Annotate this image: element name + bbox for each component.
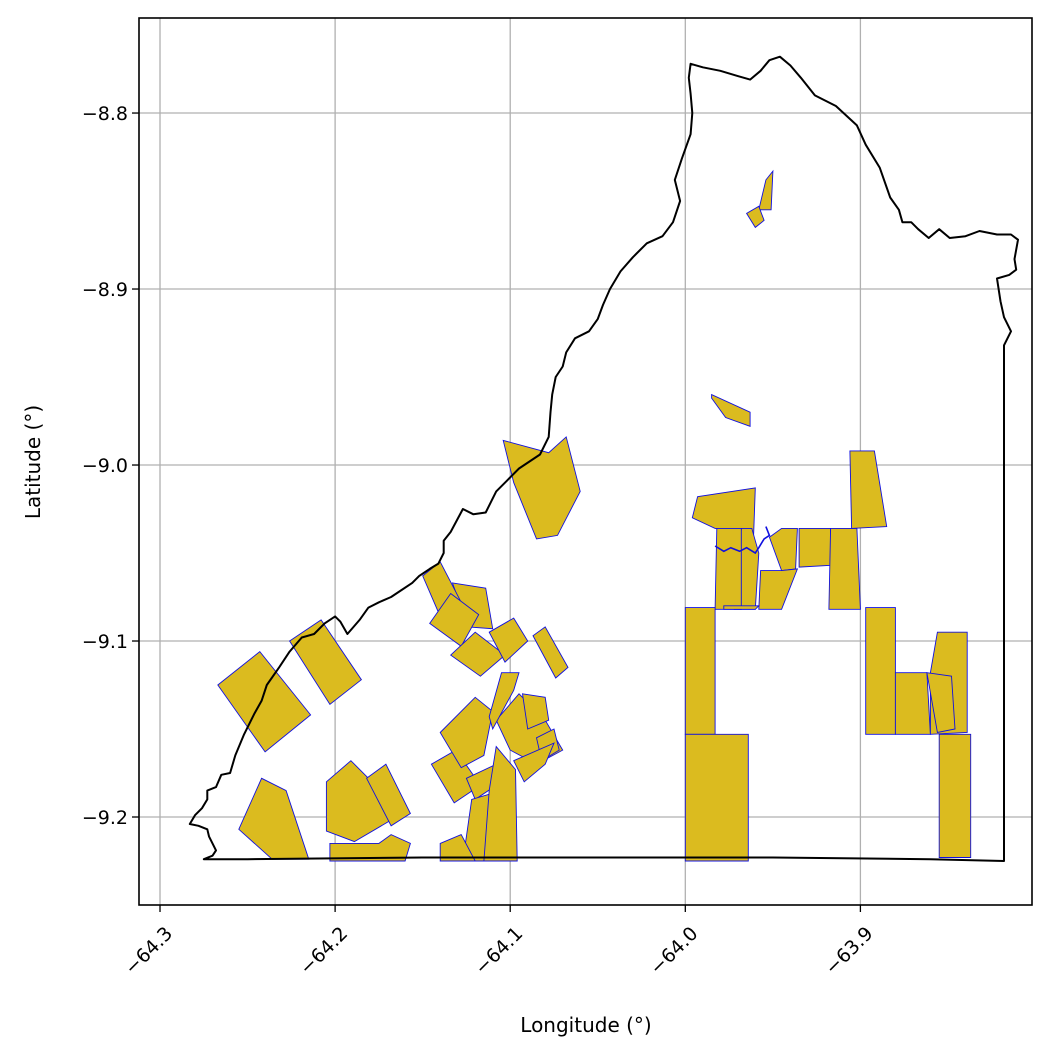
x-tick-label: −64.2 [296,923,353,980]
x-tick-label: −64.0 [646,923,703,980]
parcel-polygon [926,672,956,734]
parcel-polygon [691,487,756,536]
parcel-polygon [439,696,494,769]
parcel-polygon [429,592,480,647]
y-tick-label: −8.9 [82,279,128,301]
parcel-polygon [684,733,749,862]
parcel-polygon [723,605,760,610]
x-tick-label: −64.1 [471,923,528,980]
parcel-polygon [798,527,832,568]
parcel-layer [217,169,972,862]
parcel-polygon [894,672,931,735]
parcel-polygon [768,527,798,572]
parcel-polygon [758,169,774,211]
parcel-polygon [366,763,411,827]
parcel-polygon [849,450,888,529]
region-boundary [188,55,1019,862]
plot-frame [138,17,1033,906]
y-axis-ticks: −8.8 −8.9 −9.0 −9.1 −9.2 [82,103,139,829]
y-tick-label: −8.8 [82,103,128,125]
parcel-polygon [483,745,518,862]
parcel-polygon [938,733,972,858]
parcel-polygon [521,693,550,730]
parcel-polygon [439,834,476,862]
y-axis-label: Latitude (°) [21,405,45,519]
parcel-polygon [488,672,520,731]
parcel-polygon [711,393,751,427]
x-axis-label: Longitude (°) [520,1013,651,1037]
y-tick-label: −9.0 [82,455,128,477]
y-tick-label: −9.2 [82,807,128,829]
parcel-polygon [488,617,529,663]
x-axis-ticks: −64.3 −64.2 −64.1 −64.0 −63.9 [120,905,878,980]
parcel-polygon [758,568,799,610]
x-tick-label: −63.9 [821,923,878,980]
grid-lines [139,18,1032,905]
parcel-polygon [865,607,896,735]
parcel-polygon [714,527,742,610]
parcel-polygon [238,777,310,860]
river-line [714,526,771,555]
parcel-polygon [745,205,765,229]
parcel-polygon [828,527,861,610]
parcel-polygon [329,834,411,862]
boundary-layer [188,55,1019,862]
parcel-polygon [532,626,569,679]
x-tick-label: −64.3 [120,923,177,980]
parcel-polygon [684,607,716,735]
y-tick-label: −9.1 [82,631,128,653]
parcel-polygon [288,619,363,706]
parcel-polygon [513,742,555,783]
parcel-polygon [217,650,312,753]
